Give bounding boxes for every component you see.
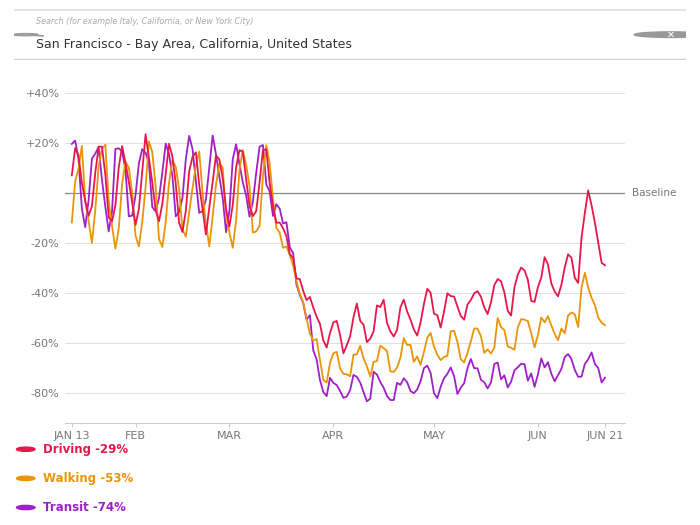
Text: San Francisco - Bay Area, California, United States: San Francisco - Bay Area, California, Un… xyxy=(36,38,352,51)
Text: ✕: ✕ xyxy=(667,29,676,40)
Text: Search (for example Italy, California, or New York City): Search (for example Italy, California, o… xyxy=(36,17,253,26)
Text: Walking -53%: Walking -53% xyxy=(43,472,133,485)
Circle shape xyxy=(634,32,700,37)
Text: Driving -29%: Driving -29% xyxy=(43,443,127,456)
Circle shape xyxy=(17,506,35,510)
Circle shape xyxy=(17,476,35,480)
Text: Transit -74%: Transit -74% xyxy=(43,501,125,514)
Text: Baseline: Baseline xyxy=(632,188,676,198)
FancyBboxPatch shape xyxy=(4,10,694,59)
Circle shape xyxy=(17,447,35,452)
